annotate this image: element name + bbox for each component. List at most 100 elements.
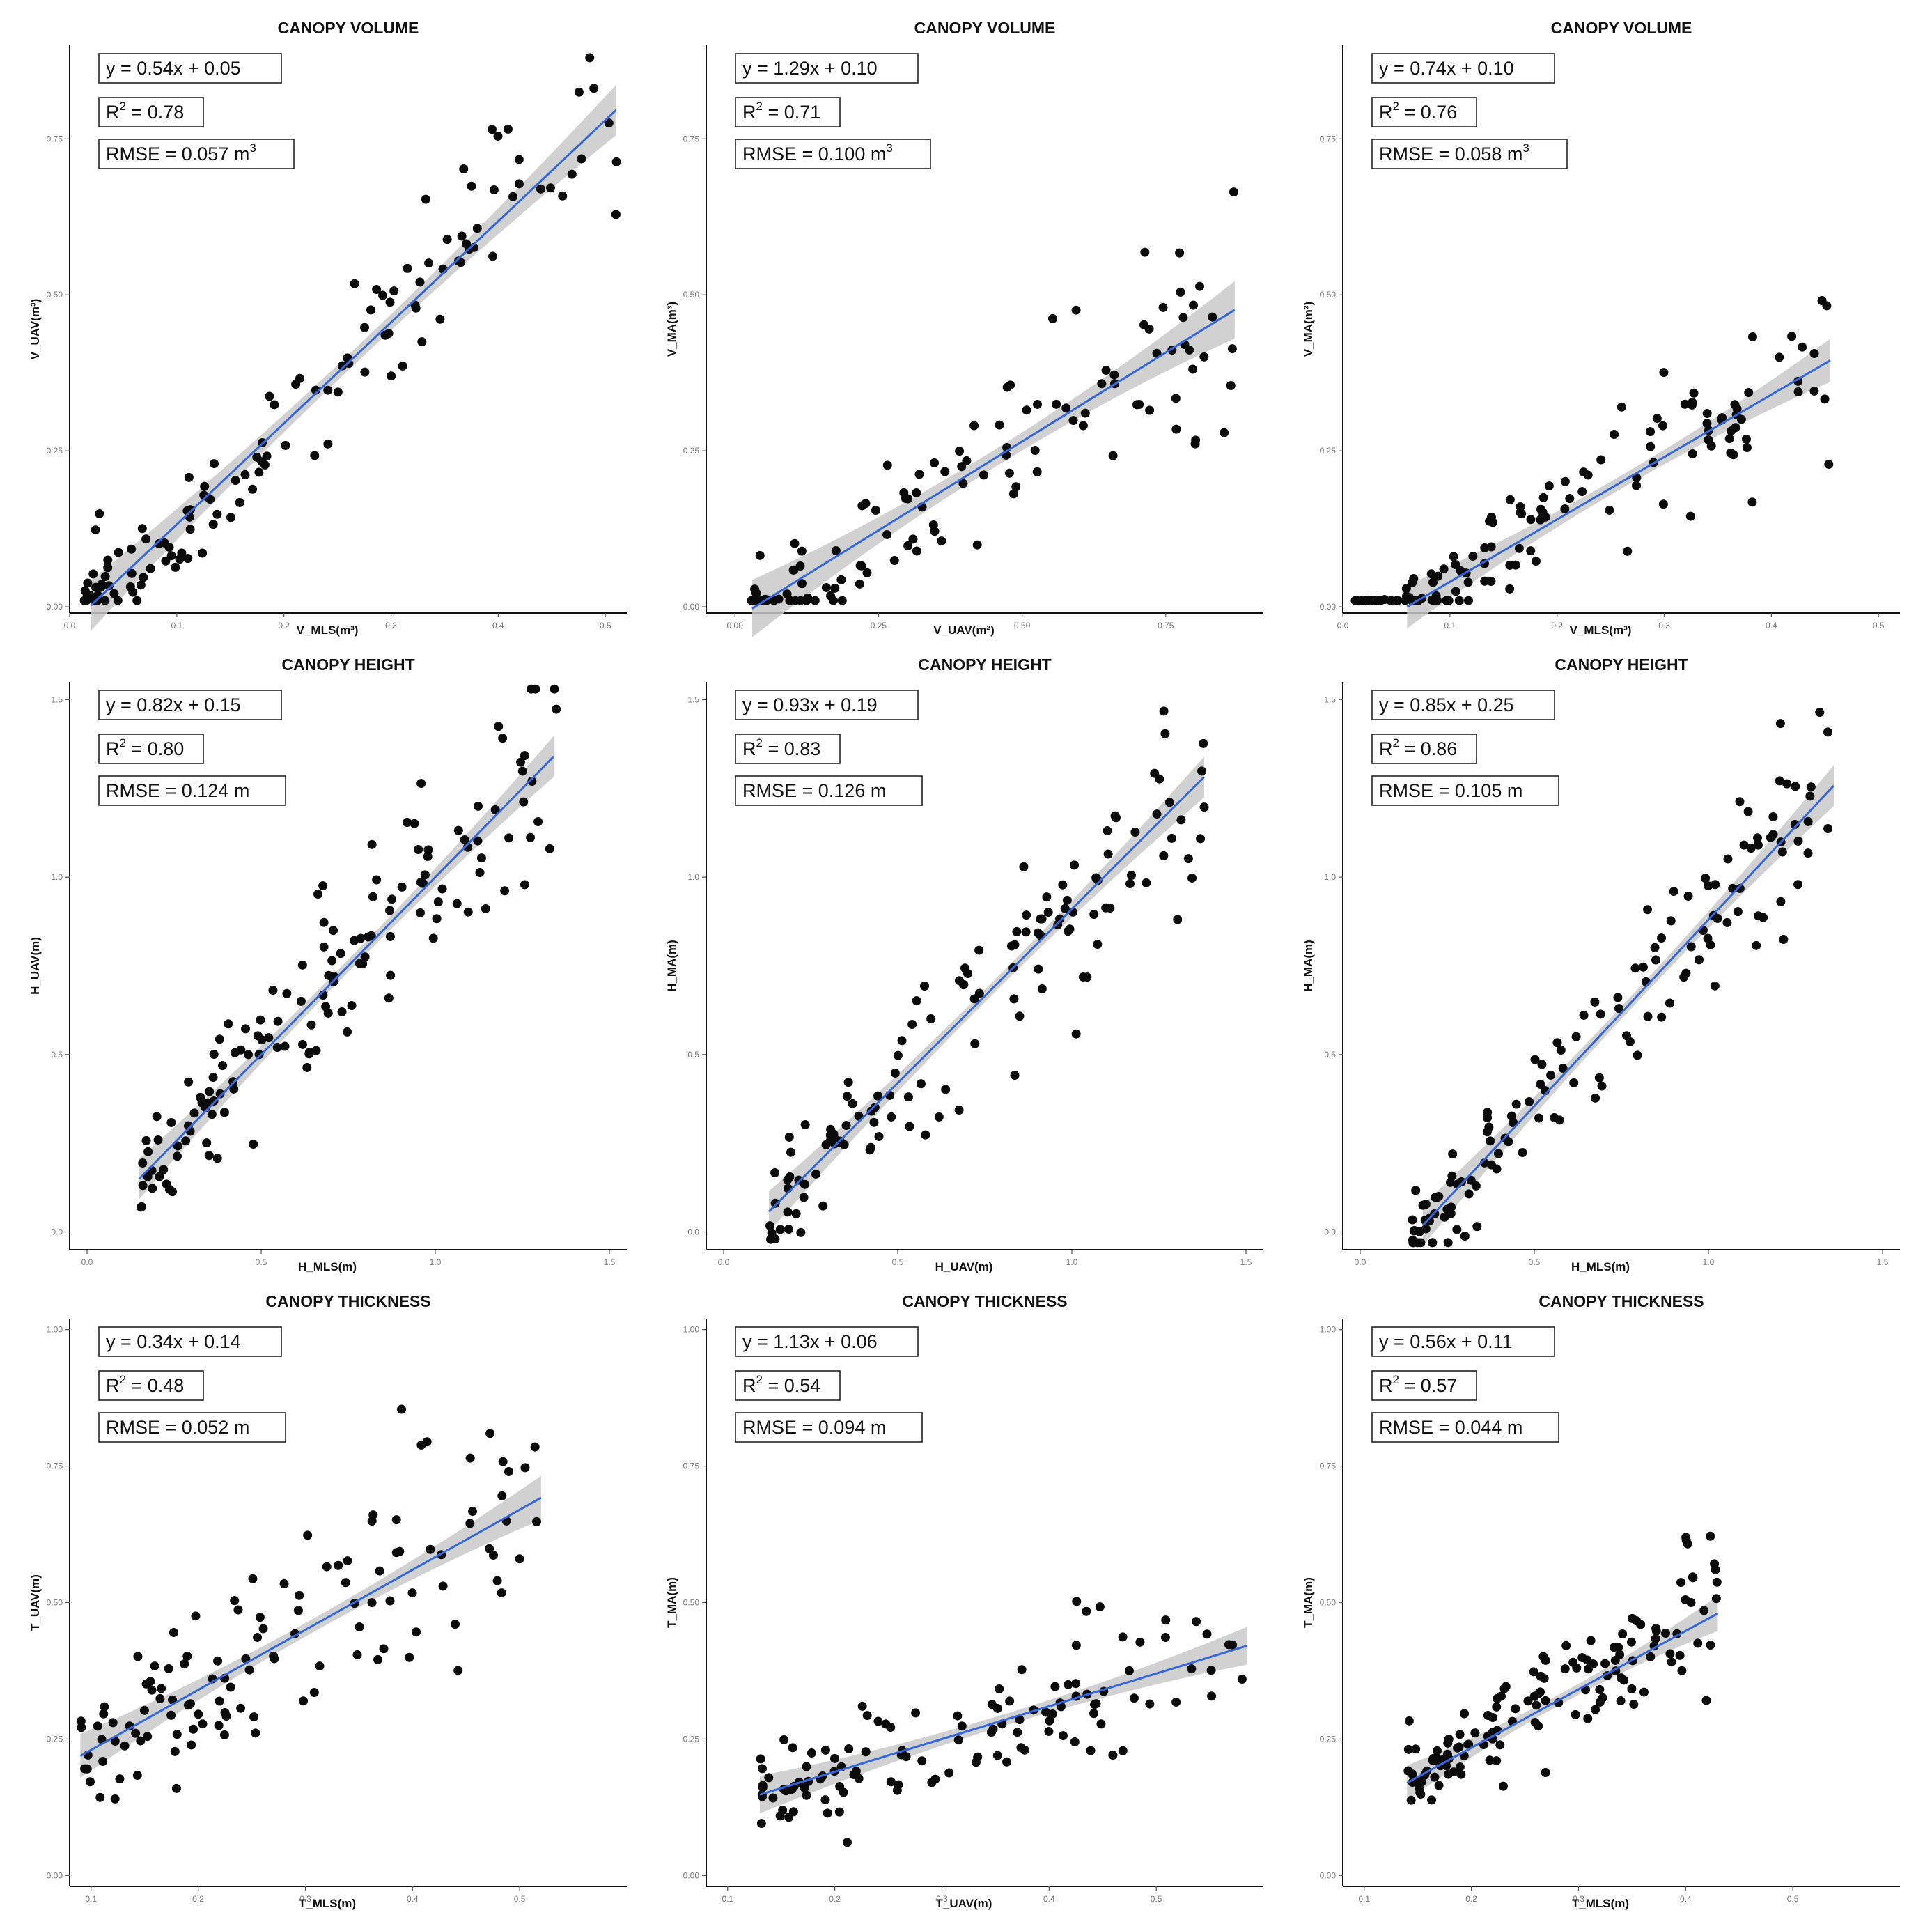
data-point: [209, 1050, 219, 1060]
data-point: [367, 1598, 377, 1608]
data-point: [962, 456, 972, 465]
y-tick-label: 0.50: [1320, 1598, 1337, 1608]
data-point: [1505, 495, 1515, 504]
data-point: [897, 1036, 907, 1046]
data-point: [1666, 916, 1676, 926]
data-point: [1610, 429, 1619, 439]
data-point: [842, 1838, 852, 1847]
data-point: [467, 181, 476, 191]
y-tick-label: 1.0: [51, 872, 63, 882]
data-point: [385, 1596, 395, 1606]
data-point: [256, 1015, 265, 1025]
r-squared: R2 = 0.80: [106, 736, 184, 759]
data-point: [930, 1774, 940, 1784]
r-squared-value: = 0.80: [126, 738, 184, 759]
data-point: [1630, 963, 1640, 973]
r-squared-symbol: R: [1379, 738, 1393, 759]
data-point: [1019, 862, 1029, 871]
data-point: [148, 1184, 157, 1193]
data-point: [95, 1792, 105, 1802]
data-points: [756, 1597, 1247, 1847]
data-point: [1015, 1715, 1025, 1725]
data-point: [769, 596, 779, 605]
scatter-chart: CANOPY THICKNESS 0.1 0.2 0.3 0.4 0.5 0.00 0.25 0…: [1302, 1292, 1900, 1910]
data-point: [954, 976, 964, 986]
data-point: [1571, 1709, 1580, 1719]
data-point: [282, 988, 292, 998]
data-point: [459, 164, 469, 174]
data-point: [1643, 1011, 1653, 1021]
data-point: [161, 556, 171, 566]
data-point: [1806, 782, 1816, 792]
chart-panel: CANOPY HEIGHT 0.0 0.5 1.0 1.5 0.0 0.5 1.0 1.5 H_M…: [0, 637, 637, 1273]
data-point: [1464, 1189, 1474, 1199]
data-point: [514, 155, 524, 164]
data-point: [297, 960, 307, 970]
data-point: [1616, 1673, 1626, 1683]
x-tick-label: 0.5: [1787, 1894, 1799, 1904]
data-point: [917, 1756, 927, 1766]
data-point: [132, 1771, 142, 1781]
data-point: [338, 361, 348, 371]
y-tick-label: 1.0: [687, 872, 699, 882]
data-point: [1164, 798, 1174, 807]
data-point: [375, 1566, 384, 1576]
data-point: [1730, 400, 1740, 410]
data-point: [533, 817, 543, 827]
data-point: [843, 1078, 853, 1087]
data-point: [1404, 1716, 1414, 1726]
r-squared-symbol: R: [1379, 102, 1393, 123]
data-point: [341, 1578, 350, 1588]
data-point: [1777, 847, 1787, 857]
data-point: [1590, 997, 1600, 1007]
data-point: [1020, 1745, 1029, 1755]
rmse-value: RMSE = 0.058 m: [1379, 144, 1522, 164]
r-squared-exponent: 2: [1393, 736, 1399, 750]
data-point: [1464, 596, 1474, 605]
data-point: [1723, 854, 1733, 864]
data-point: [786, 1147, 795, 1157]
y-tick-label: 0.50: [683, 1598, 700, 1608]
y-tick-label: 1.0: [1324, 872, 1336, 882]
data-point: [800, 1179, 809, 1189]
data-point: [1093, 940, 1103, 949]
regression-line: [1421, 784, 1835, 1226]
data-point: [1693, 1638, 1703, 1648]
data-point: [1183, 854, 1193, 864]
data-point: [1392, 596, 1401, 605]
chart-title: CANOPY VOLUME: [1551, 19, 1692, 37]
data-point: [1754, 911, 1763, 921]
data-point: [972, 540, 982, 550]
x-tick-label: 1.5: [1877, 1257, 1889, 1267]
data-point: [1493, 1149, 1503, 1158]
regression-equation: y = 0.93x + 0.19: [742, 695, 878, 715]
data-point: [882, 460, 892, 470]
y-tick-label: 0.5: [687, 1050, 699, 1060]
data-point: [311, 1046, 321, 1055]
data-point: [270, 400, 279, 410]
data-point: [1616, 1696, 1626, 1706]
data-point: [1639, 1687, 1649, 1697]
data-point: [747, 596, 756, 605]
data-point: [1618, 1629, 1628, 1638]
data-point: [453, 825, 463, 835]
data-point: [866, 1142, 875, 1152]
r-squared: R2 = 0.78: [106, 100, 184, 123]
data-point: [303, 1530, 313, 1540]
data-point: [1089, 1709, 1099, 1719]
data-points: [1350, 296, 1834, 605]
r-squared-value: = 0.86: [1399, 738, 1457, 759]
data-point: [488, 1551, 498, 1560]
data-point: [1152, 809, 1162, 819]
data-point: [1538, 507, 1548, 517]
data-point: [155, 1172, 164, 1181]
data-point: [416, 779, 426, 789]
data-point: [1735, 884, 1745, 894]
data-point: [855, 561, 865, 571]
data-point: [313, 889, 323, 899]
chart-panel: CANOPY THICKNESS 0.1 0.2 0.3 0.4 0.5 0.00 0.25 0…: [0, 1273, 637, 1910]
data-point: [133, 1652, 143, 1661]
data-point: [823, 1808, 832, 1818]
data-point: [1159, 851, 1169, 860]
